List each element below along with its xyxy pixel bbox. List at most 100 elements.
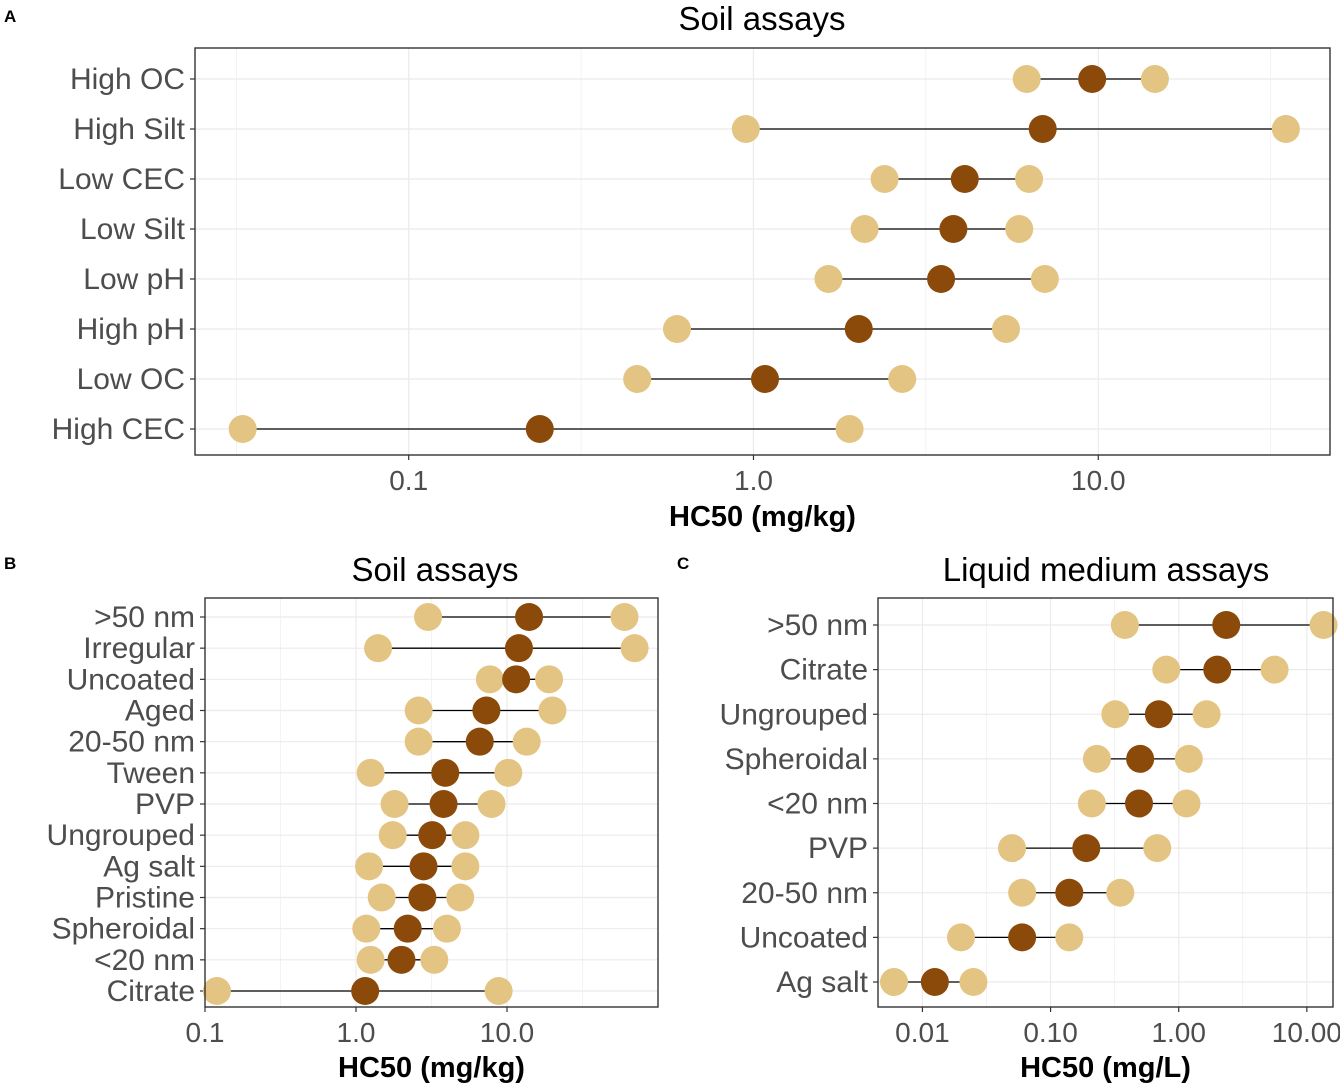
chart-title-b: Soil assays — [352, 551, 519, 588]
hc50-point-b-tween — [431, 758, 460, 787]
category-label-b-aged: Aged — [125, 695, 195, 728]
category-label-b-irregular: Irregular — [83, 632, 195, 665]
category-label-b-20-50-nm: 20-50 nm — [68, 726, 195, 759]
upper-bound-point-a-high-cec — [835, 415, 864, 443]
upper-bound-point-a-high-oc — [1140, 65, 1169, 93]
lower-bound-point-b-ag-salt — [355, 852, 384, 881]
panel-letter-c: C — [677, 554, 689, 573]
hc50-point-a-high-ph — [844, 315, 873, 343]
category-label-c-gt-50-nm: >50 nm — [767, 609, 868, 642]
upper-bound-point-b-citrate — [484, 977, 513, 1005]
hc50-point-b-pvp — [429, 790, 458, 818]
lower-bound-point-b-20-50-nm — [404, 727, 433, 756]
upper-bound-point-b-spheroidal — [432, 914, 461, 943]
hc50-point-c-ag-salt — [920, 968, 949, 996]
category-label-a-low-ph: Low pH — [83, 263, 185, 296]
panel-b: Soil assays >50 nmIrregularUncoatedAged20… — [47, 551, 659, 1084]
hc50-point-b-lt-20-nm — [387, 945, 416, 974]
lower-bound-point-a-low-oc — [623, 365, 652, 393]
hc50-point-a-low-cec — [950, 165, 979, 193]
upper-bound-point-c-citrate — [1260, 655, 1289, 684]
lower-bound-point-c-ag-salt — [880, 968, 909, 996]
category-label-a-high-silt: High Silt — [73, 113, 185, 146]
x-tick-label-c-1-00: 1.00 — [1151, 1017, 1206, 1048]
x-tick-label-a-0-1: 0.1 — [389, 465, 428, 496]
upper-bound-point-b-ag-salt — [451, 852, 480, 881]
lower-bound-point-a-low-cec — [870, 165, 899, 193]
category-label-c-spheroidal: Spheroidal — [725, 743, 868, 776]
lower-bound-point-b-lt-20-nm — [356, 945, 385, 974]
upper-bound-point-a-low-oc — [888, 365, 917, 393]
x-tick-label-b-10-0: 10.0 — [480, 1017, 535, 1048]
x-axis-label-c: HC50 (mg/L) — [1020, 1052, 1191, 1084]
upper-bound-point-b-irregular — [620, 634, 649, 663]
hc50-point-c-lt-20-nm — [1125, 789, 1154, 818]
lower-bound-point-b-aged — [404, 696, 433, 725]
category-label-b-citrate: Citrate — [107, 975, 195, 1008]
upper-bound-point-b-tween — [494, 758, 523, 787]
hc50-point-a-high-silt — [1028, 115, 1057, 143]
hc50-point-b-aged — [472, 696, 501, 725]
upper-bound-point-c-ungrouped — [1192, 700, 1221, 729]
upper-bound-point-b-ungrouped — [451, 821, 480, 850]
lower-bound-point-c-lt-20-nm — [1077, 789, 1106, 818]
hc50-point-c-gt-50-nm — [1212, 611, 1241, 639]
panel-border-b — [204, 597, 659, 1008]
category-label-a-low-cec: Low CEC — [58, 163, 185, 196]
hc50-point-b-ag-salt — [409, 852, 438, 881]
hc50-point-b-spheroidal — [393, 914, 422, 943]
upper-bound-point-b-gt-50-nm — [610, 603, 639, 631]
upper-bound-point-a-high-ph — [992, 315, 1021, 343]
upper-bound-point-a-low-ph — [1030, 265, 1059, 293]
x-axis-label-b: HC50 (mg/kg) — [338, 1052, 525, 1084]
lower-bound-point-b-uncoated — [475, 665, 504, 694]
lower-bound-point-b-irregular — [364, 634, 393, 663]
lower-bound-point-a-high-cec — [228, 415, 257, 443]
category-label-a-low-oc: Low OC — [77, 363, 185, 396]
category-label-b-pristine: Pristine — [95, 882, 195, 915]
category-label-c-uncoated: Uncoated — [740, 921, 868, 954]
hc50-point-c-citrate — [1203, 655, 1232, 684]
lower-bound-point-b-tween — [356, 758, 385, 787]
hc50-point-a-high-oc — [1078, 65, 1107, 93]
upper-bound-point-c-pvp — [1143, 834, 1172, 863]
category-label-b-uncoated: Uncoated — [67, 663, 195, 696]
x-tick-label-b-0-1: 0.1 — [186, 1017, 225, 1048]
x-axis-label-a: HC50 (mg/kg) — [669, 501, 856, 533]
lower-bound-point-a-low-ph — [814, 265, 843, 293]
upper-bound-point-a-low-silt — [1005, 215, 1034, 243]
category-label-a-low-silt: Low Silt — [80, 213, 186, 246]
category-label-b-spheroidal: Spheroidal — [52, 913, 195, 946]
lower-bound-point-c-spheroidal — [1082, 744, 1111, 773]
category-label-b-lt-20-nm: <20 nm — [94, 944, 195, 977]
category-label-b-gt-50-nm: >50 nm — [94, 601, 195, 634]
lower-bound-point-c-citrate — [1152, 655, 1181, 684]
panel-c: Liquid medium assays >50 nm Citrate Ungroup… — [720, 551, 1340, 1084]
hc50-point-c-ungrouped — [1144, 700, 1173, 729]
upper-bound-point-a-low-cec — [1015, 165, 1044, 193]
lower-bound-point-c-gt-50-nm — [1110, 611, 1139, 639]
hc50-point-b-ungrouped — [418, 821, 447, 850]
category-label-b-pvp: PVP — [135, 788, 195, 821]
panel-letter-b: B — [4, 554, 16, 573]
hc50-point-c-uncoated — [1008, 923, 1037, 952]
x-tick-label-b-1-0: 1.0 — [337, 1017, 376, 1048]
lower-bound-point-c-20-50-nm — [1008, 878, 1037, 907]
category-label-c-ag-salt: Ag salt — [776, 966, 868, 999]
hc50-point-b-citrate — [351, 977, 380, 1005]
category-label-a-high-oc: High OC — [70, 63, 185, 96]
lower-bound-point-a-high-oc — [1012, 65, 1041, 93]
category-label-c-citrate: Citrate — [780, 654, 868, 687]
lower-bound-point-b-ungrouped — [378, 821, 407, 850]
lower-bound-point-a-low-silt — [850, 215, 879, 243]
upper-bound-point-b-uncoated — [535, 665, 564, 694]
hc50-point-b-pristine — [408, 883, 437, 912]
panel-letter-a: A — [4, 7, 16, 26]
upper-bound-point-c-ag-salt — [959, 968, 988, 996]
hc50-point-a-low-silt — [939, 215, 968, 243]
category-label-c-ungrouped: Ungrouped — [720, 698, 868, 731]
lower-bound-point-c-uncoated — [947, 923, 976, 952]
panel-a: Soil assays High OC High Silt Low CEC Low Si… — [52, 0, 1331, 533]
category-label-a-high-cec: High CEC — [52, 413, 185, 446]
